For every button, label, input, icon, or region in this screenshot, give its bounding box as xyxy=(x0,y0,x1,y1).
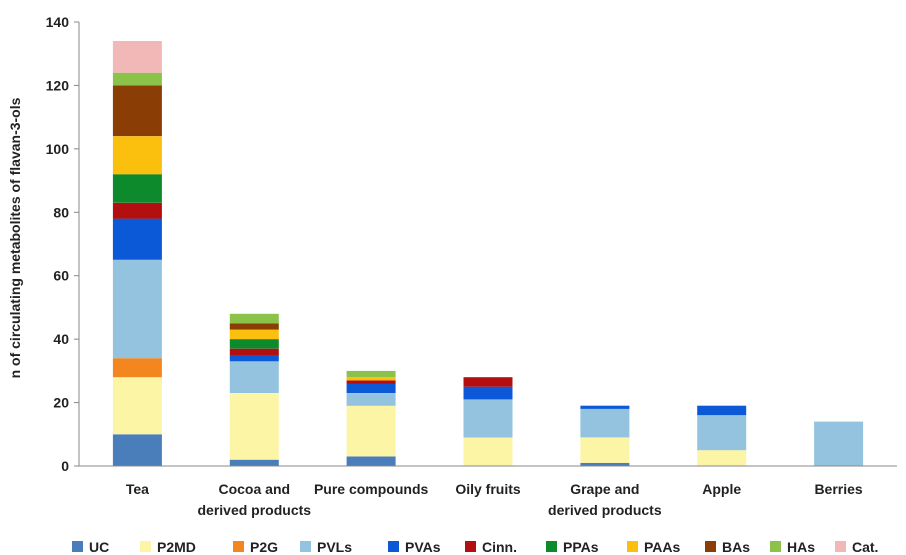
bar-segment-paas-1 xyxy=(229,329,279,340)
bar-segment-pvas-4 xyxy=(580,405,630,409)
bar-segment-bas-0 xyxy=(112,85,162,137)
x-category-label: Apple xyxy=(702,481,741,497)
legend-item: PAAs xyxy=(627,539,681,555)
bar-segment-cinn-1 xyxy=(229,348,279,355)
legend-item: Cinn. xyxy=(465,539,517,555)
bar-segment-pvls-3 xyxy=(463,399,513,438)
legend-item: PVAs xyxy=(388,539,441,555)
legend-swatch xyxy=(140,541,151,552)
bar-segment-uc-1 xyxy=(229,459,279,466)
bar-segment-uc-0 xyxy=(112,434,162,466)
legend-item: Cat. xyxy=(835,539,878,555)
bar-segment-pvls-0 xyxy=(112,259,162,359)
bars-group xyxy=(112,41,864,466)
bar-segment-p2md-4 xyxy=(580,437,630,463)
legend-swatch xyxy=(233,541,244,552)
legend-item: PPAs xyxy=(546,539,599,555)
legend-item: PVLs xyxy=(300,539,352,555)
x-category-label: derived products xyxy=(548,502,662,518)
legend-swatch xyxy=(835,541,846,552)
bar-segment-cinn-2 xyxy=(346,380,396,384)
bar-segment-pvls-2 xyxy=(346,393,396,406)
bar-segment-p2md-3 xyxy=(463,437,513,466)
x-category-label: derived products xyxy=(197,502,311,518)
x-category-label: Grape and xyxy=(570,481,639,497)
bar-segment-has-1 xyxy=(229,313,279,324)
legend-swatch xyxy=(627,541,638,552)
bar-segment-p2md-1 xyxy=(229,393,279,460)
x-category-label: Berries xyxy=(814,481,862,497)
y-tick-label: 80 xyxy=(53,204,69,220)
bar-segment-has-0 xyxy=(112,72,162,86)
bar-segment-p2md-5 xyxy=(697,450,747,466)
bar-segment-p2g-0 xyxy=(112,358,162,378)
legend-swatch xyxy=(705,541,716,552)
bar-segment-bas-1 xyxy=(229,323,279,330)
legend: UC P2MD P2G PVLs PVAs Cinn. PPAs PAAs BAs HAs Cat. xyxy=(72,539,878,555)
y-tick-label: 60 xyxy=(53,268,69,284)
y-tick-label: 0 xyxy=(61,458,69,474)
legend-item: HAs xyxy=(770,539,815,555)
bar-segment-ppas-1 xyxy=(229,339,279,349)
y-axis-title: n of circulating metabolites of flavan-3… xyxy=(7,97,23,378)
legend-label: Cat. xyxy=(852,539,878,555)
bar-segment-p2md-2 xyxy=(346,405,396,457)
legend-label: PVLs xyxy=(317,539,352,555)
legend-swatch xyxy=(388,541,399,552)
bar-segment-pvls-4 xyxy=(580,408,630,438)
legend-item: P2G xyxy=(233,539,278,555)
bar-segment-pvas-2 xyxy=(346,383,396,393)
y-tick-label: 100 xyxy=(46,141,70,157)
legend-label: HAs xyxy=(787,539,815,555)
x-category-label: Oily fruits xyxy=(455,481,521,497)
y-axis-title-group: n of circulating metabolites of flavan-3… xyxy=(7,97,23,378)
bar-segment-has-2 xyxy=(346,370,396,378)
x-category-label: Pure compounds xyxy=(314,481,429,497)
bar-segment-uc-2 xyxy=(346,456,396,466)
bar-segment-cat-0 xyxy=(112,41,162,73)
axes-group xyxy=(78,22,897,467)
bar-segment-cinn-0 xyxy=(112,202,162,219)
x-category-label: Cocoa and xyxy=(218,481,290,497)
y-tick-label: 120 xyxy=(46,77,70,93)
bar-segment-pvas-0 xyxy=(112,218,162,260)
legend-label: P2MD xyxy=(157,539,196,555)
legend-label: P2G xyxy=(250,539,278,555)
legend-item: BAs xyxy=(705,539,750,555)
legend-swatch xyxy=(72,541,83,552)
bar-segment-paas-0 xyxy=(112,136,162,175)
y-tick-label: 40 xyxy=(53,331,69,347)
bar-segment-pvas-1 xyxy=(229,355,279,362)
legend-item: P2MD xyxy=(140,539,196,555)
bar-segment-pvls-5 xyxy=(697,415,747,451)
bar-segment-ppas-0 xyxy=(112,174,162,203)
bar-segment-uc-4 xyxy=(580,462,630,466)
legend-label: Cinn. xyxy=(482,539,517,555)
y-tick-label: 20 xyxy=(53,395,69,411)
legend-label: UC xyxy=(89,539,109,555)
bar-segment-cinn-3 xyxy=(463,377,513,387)
bar-segment-pvls-6 xyxy=(814,421,864,466)
legend-label: PPAs xyxy=(563,539,599,555)
bar-segment-pvas-3 xyxy=(463,386,513,400)
bar-segment-pvls-1 xyxy=(229,361,279,393)
legend-label: PVAs xyxy=(405,539,441,555)
legend-swatch xyxy=(770,541,781,552)
bar-segment-paas-2 xyxy=(346,377,396,381)
legend-swatch xyxy=(465,541,476,552)
bar-segment-p2md-0 xyxy=(112,377,162,435)
y-tick-label: 140 xyxy=(46,14,70,30)
legend-swatch xyxy=(546,541,557,552)
bar-segment-pvas-5 xyxy=(697,405,747,416)
legend-swatch xyxy=(300,541,311,552)
legend-item: UC xyxy=(72,539,109,555)
legend-label: BAs xyxy=(722,539,750,555)
y-ticks-group: 0 20 40 60 80 100 120 140 xyxy=(46,14,79,474)
x-category-label: Tea xyxy=(126,481,149,497)
legend-label: PAAs xyxy=(644,539,681,555)
